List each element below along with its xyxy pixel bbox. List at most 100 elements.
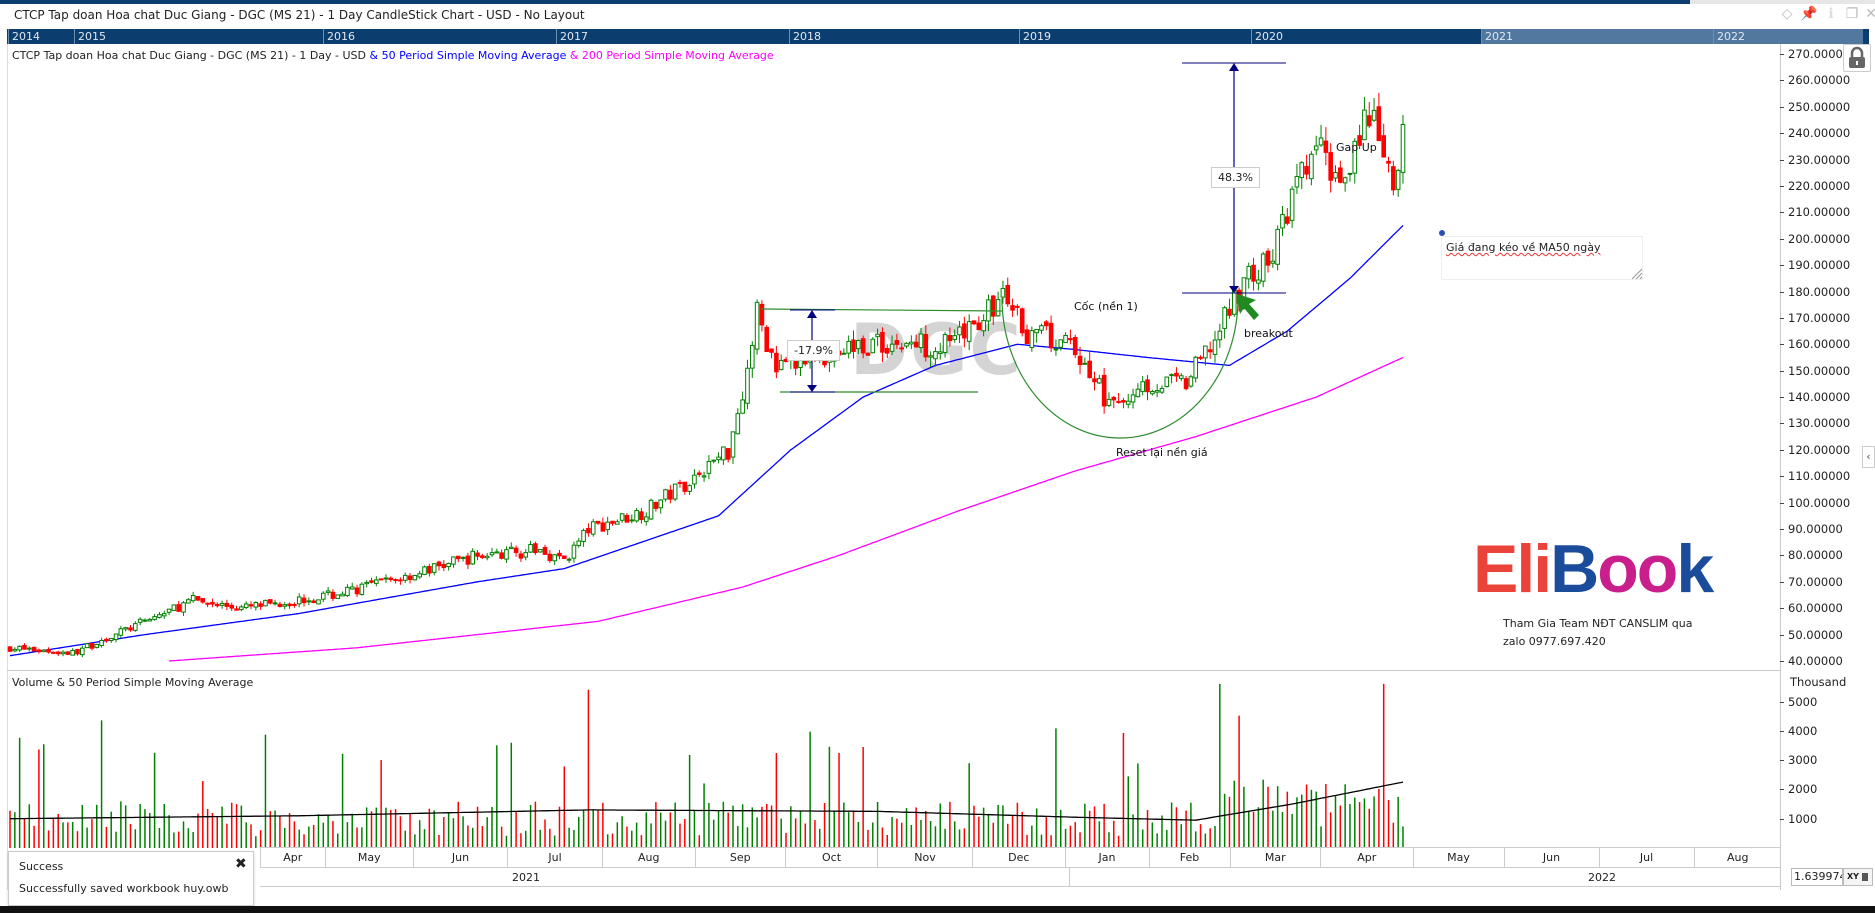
candle xyxy=(518,550,524,562)
candle-body xyxy=(258,603,263,607)
xy-lock-button[interactable]: XY xyxy=(1843,868,1873,886)
year-axis[interactable] xyxy=(260,867,1781,887)
candle xyxy=(1174,367,1179,382)
candle-body xyxy=(1328,152,1333,181)
lock-button[interactable] xyxy=(1843,44,1871,72)
note-box[interactable]: Giá đang kéo về MA50 ngày xyxy=(1441,236,1643,280)
candle xyxy=(1097,374,1102,384)
candle xyxy=(349,582,355,590)
candle-body xyxy=(161,613,167,617)
info-icon[interactable]: ℹ xyxy=(1828,6,1834,22)
navigator-bar[interactable] xyxy=(7,29,1869,44)
candle-body xyxy=(1015,305,1020,308)
candle-body xyxy=(1376,106,1382,142)
candle-body xyxy=(957,326,962,336)
candle-body xyxy=(484,555,490,559)
year-label: 2022 xyxy=(1588,871,1616,884)
navigator-year: 2019 xyxy=(1019,29,1051,44)
month-axis[interactable] xyxy=(260,847,1781,867)
candle-body xyxy=(774,352,779,373)
candle xyxy=(388,576,394,582)
price-axis-label: 260.00000 xyxy=(1779,73,1851,88)
navigator-year: 2018 xyxy=(789,29,821,44)
breakout-label[interactable]: breakout xyxy=(1244,327,1293,340)
month-label: Apr xyxy=(260,848,325,867)
note-text[interactable]: Giá đang kéo về MA50 ngày xyxy=(1446,241,1601,254)
candle xyxy=(735,408,741,435)
xy-value-field[interactable]: 1.6399740 xyxy=(1791,868,1843,886)
candle xyxy=(880,327,885,363)
candle-body xyxy=(1352,140,1358,174)
candle xyxy=(1106,392,1112,408)
candle-body xyxy=(1140,381,1146,392)
candle xyxy=(12,647,18,653)
candle-body xyxy=(234,608,239,611)
candle xyxy=(1227,298,1232,319)
candle-body xyxy=(229,604,235,609)
logo-caption-2: zalo 0977.697.420 xyxy=(1503,635,1606,648)
close-icon[interactable]: ✕ xyxy=(1865,6,1875,22)
candle-body xyxy=(952,335,958,340)
candle-body xyxy=(1029,330,1035,348)
pct-rise-label[interactable]: 48.3% xyxy=(1211,167,1260,188)
month-label: Apr xyxy=(1320,848,1413,867)
price-axis-label: 250.00000 xyxy=(1779,99,1851,114)
candle-body xyxy=(1000,287,1006,298)
pct-drop-label[interactable]: -17.9% xyxy=(787,340,840,361)
candle xyxy=(1207,341,1213,359)
candle xyxy=(1391,160,1396,196)
gap-up-label[interactable]: Gap Up xyxy=(1336,141,1377,154)
candle xyxy=(431,563,437,576)
candle xyxy=(677,479,683,488)
candle-body xyxy=(1246,265,1252,280)
candle-body xyxy=(349,586,355,590)
candle-body xyxy=(504,549,509,560)
candle-body xyxy=(340,593,345,597)
panel-separator[interactable] xyxy=(7,670,1781,671)
candle xyxy=(581,528,586,547)
year-divider xyxy=(1069,868,1070,887)
candle xyxy=(152,613,157,621)
candle-body xyxy=(465,555,471,565)
candle xyxy=(253,601,259,611)
candle xyxy=(1135,383,1141,398)
candle xyxy=(619,513,625,523)
candle-body xyxy=(407,575,413,580)
candle xyxy=(84,642,90,649)
candle xyxy=(7,646,13,652)
month-label: Dec xyxy=(972,848,1065,867)
restore-icon[interactable]: ❐ xyxy=(1845,6,1859,22)
candle xyxy=(65,650,71,656)
note-anchor[interactable] xyxy=(1439,230,1445,236)
candle xyxy=(41,649,47,653)
reset-label[interactable]: Reset lại nền giá xyxy=(1116,446,1208,459)
candle xyxy=(186,598,191,604)
candle xyxy=(687,484,692,496)
candle xyxy=(1092,371,1097,391)
navigator-selection[interactable] xyxy=(1481,29,1863,44)
diamond-icon[interactable]: ◇ xyxy=(1781,6,1793,22)
candle xyxy=(976,316,982,331)
candle-body xyxy=(653,501,659,509)
candle-body xyxy=(239,606,244,611)
candle xyxy=(856,339,861,355)
candle-body xyxy=(942,334,948,353)
cup-label[interactable]: Cốc (nền 1) xyxy=(1074,300,1138,313)
candle-body xyxy=(26,647,32,650)
candle xyxy=(484,553,490,561)
candle-body xyxy=(1178,375,1184,379)
candle-body xyxy=(147,618,153,622)
candle-body xyxy=(913,341,919,348)
candle xyxy=(696,470,702,478)
candle xyxy=(764,325,770,352)
candle xyxy=(70,648,75,656)
pin-icon[interactable]: 📌 xyxy=(1800,6,1818,22)
candle xyxy=(499,549,504,560)
candle xyxy=(422,565,427,576)
candle-body xyxy=(692,474,697,485)
close-icon[interactable]: ✖ xyxy=(235,856,247,872)
candle xyxy=(865,352,871,356)
candle xyxy=(267,599,273,605)
candle xyxy=(1222,305,1227,339)
